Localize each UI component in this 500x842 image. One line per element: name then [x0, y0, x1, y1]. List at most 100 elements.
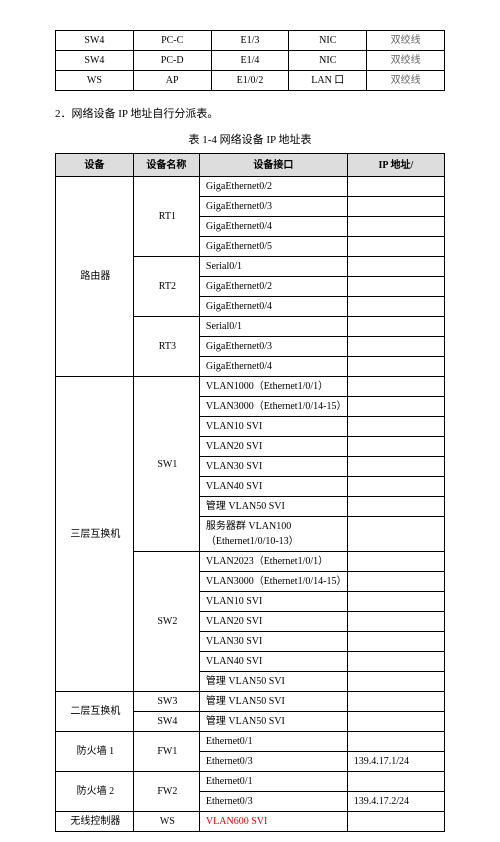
ip-table-header: IP 地址/ [347, 154, 444, 177]
top-table-cell: PC-C [133, 31, 211, 51]
device-name-cell: WS [133, 812, 199, 832]
ip-address-cell [347, 237, 444, 257]
top-table-cell: NIC [289, 31, 367, 51]
interface-cell: VLAN20 SVI [199, 437, 347, 457]
ip-address-cell [347, 632, 444, 652]
ip-address-cell [347, 497, 444, 517]
device-name-cell: SW4 [133, 712, 199, 732]
interface-cell: 服务器群 VLAN100（Ethernet1/0/10-13） [199, 517, 347, 552]
top-table-cell: 双绞线 [367, 31, 445, 51]
ip-address-cell [347, 652, 444, 672]
ip-address-cell [347, 197, 444, 217]
interface-cell: VLAN30 SVI [199, 457, 347, 477]
interface-cell: Ethernet0/3 [199, 752, 347, 772]
ip-address-cell [347, 812, 444, 832]
ip-address-cell: 139.4.17.2/24 [347, 792, 444, 812]
ip-address-cell [347, 397, 444, 417]
top-table-cell: SW4 [56, 31, 134, 51]
ip-address-cell [347, 317, 444, 337]
ip-address-cell [347, 177, 444, 197]
device-category-cell: 防火墙 1 [56, 732, 134, 772]
ip-address-cell [347, 337, 444, 357]
ip-address-cell [347, 772, 444, 792]
top-table-cell: 双绞线 [367, 71, 445, 91]
ip-table-header: 设备 [56, 154, 134, 177]
interface-cell: GigaEthernet0/3 [199, 197, 347, 217]
top-table-cell: WS [56, 71, 134, 91]
device-name-cell: SW2 [133, 552, 199, 692]
interface-cell: VLAN10 SVI [199, 417, 347, 437]
interface-cell: VLAN2023（Ethernet1/0/1） [199, 552, 347, 572]
device-category-cell: 无线控制器 [56, 812, 134, 832]
ip-address-cell [347, 357, 444, 377]
ip-address-cell [347, 477, 444, 497]
device-name-cell: FW2 [133, 772, 199, 812]
interface-cell: GigaEthernet0/5 [199, 237, 347, 257]
interface-cell: VLAN30 SVI [199, 632, 347, 652]
device-category-cell: 防火墙 2 [56, 772, 134, 812]
interface-cell: VLAN10 SVI [199, 592, 347, 612]
ip-table-header: 设备名称 [133, 154, 199, 177]
ip-address-cell [347, 692, 444, 712]
ip-address-table: 设备设备名称设备接口IP 地址/ 路由器RT1GigaEthernet0/2Gi… [55, 153, 445, 832]
ip-address-cell: 139.4.17.1/24 [347, 752, 444, 772]
ip-address-cell [347, 217, 444, 237]
ip-address-cell [347, 712, 444, 732]
device-name-cell: FW1 [133, 732, 199, 772]
interface-cell: VLAN3000（Ethernet1/0/14-15） [199, 397, 347, 417]
device-name-cell: RT2 [133, 257, 199, 317]
interface-cell: VLAN20 SVI [199, 612, 347, 632]
top-table-cell: E1/0/2 [211, 71, 289, 91]
interface-cell: GigaEthernet0/4 [199, 217, 347, 237]
top-table: SW4PC-CE1/3NIC双绞线 SW4PC-DE1/4NIC双绞线 WSAPE1… [55, 30, 445, 91]
top-table-cell: SW4 [56, 51, 134, 71]
interface-cell: VLAN600 SVI [199, 812, 347, 832]
interface-cell: GigaEthernet0/2 [199, 177, 347, 197]
ip-address-cell [347, 592, 444, 612]
ip-address-cell [347, 457, 444, 477]
interface-cell: 管理 VLAN50 SVI [199, 712, 347, 732]
interface-cell: VLAN1000（Ethernet1/0/1） [199, 377, 347, 397]
ip-address-cell [347, 612, 444, 632]
caption-text: 2．网络设备 IP 地址自行分派表。 [55, 105, 445, 121]
ip-address-cell [347, 277, 444, 297]
ip-address-cell [347, 297, 444, 317]
ip-address-cell [347, 417, 444, 437]
device-name-cell: RT3 [133, 317, 199, 377]
top-table-cell: AP [133, 71, 211, 91]
ip-address-cell [347, 437, 444, 457]
device-name-cell: RT1 [133, 177, 199, 257]
ip-table-header: 设备接口 [199, 154, 347, 177]
interface-cell: VLAN3000（Ethernet1/0/14-15） [199, 572, 347, 592]
device-name-cell: SW1 [133, 377, 199, 552]
top-table-cell: PC-D [133, 51, 211, 71]
interface-cell: GigaEthernet0/4 [199, 357, 347, 377]
interface-cell: VLAN40 SVI [199, 477, 347, 497]
device-category-cell: 三层互换机 [56, 377, 134, 692]
interface-cell: Ethernet0/1 [199, 732, 347, 752]
table2-title: 表 1-4 网络设备 IP 地址表 [55, 131, 445, 147]
interface-cell: Serial0/1 [199, 317, 347, 337]
interface-cell: 管理 VLAN50 SVI [199, 672, 347, 692]
interface-cell: Ethernet0/3 [199, 792, 347, 812]
device-category-cell: 二层互换机 [56, 692, 134, 732]
interface-cell: Serial0/1 [199, 257, 347, 277]
ip-address-cell [347, 377, 444, 397]
interface-cell: GigaEthernet0/3 [199, 337, 347, 357]
ip-address-cell [347, 552, 444, 572]
ip-address-cell [347, 257, 444, 277]
top-table-cell: 双绞线 [367, 51, 445, 71]
top-table-cell: E1/3 [211, 31, 289, 51]
ip-address-cell [347, 672, 444, 692]
interface-cell: GigaEthernet0/2 [199, 277, 347, 297]
top-table-cell: LAN 口 [289, 71, 367, 91]
device-name-cell: SW3 [133, 692, 199, 712]
interface-cell: 管理 VLAN50 SVI [199, 497, 347, 517]
interface-cell: Ethernet0/1 [199, 772, 347, 792]
ip-address-cell [347, 572, 444, 592]
interface-cell: GigaEthernet0/4 [199, 297, 347, 317]
ip-address-cell [347, 517, 444, 552]
top-table-cell: E1/4 [211, 51, 289, 71]
interface-cell: VLAN40 SVI [199, 652, 347, 672]
top-table-cell: NIC [289, 51, 367, 71]
